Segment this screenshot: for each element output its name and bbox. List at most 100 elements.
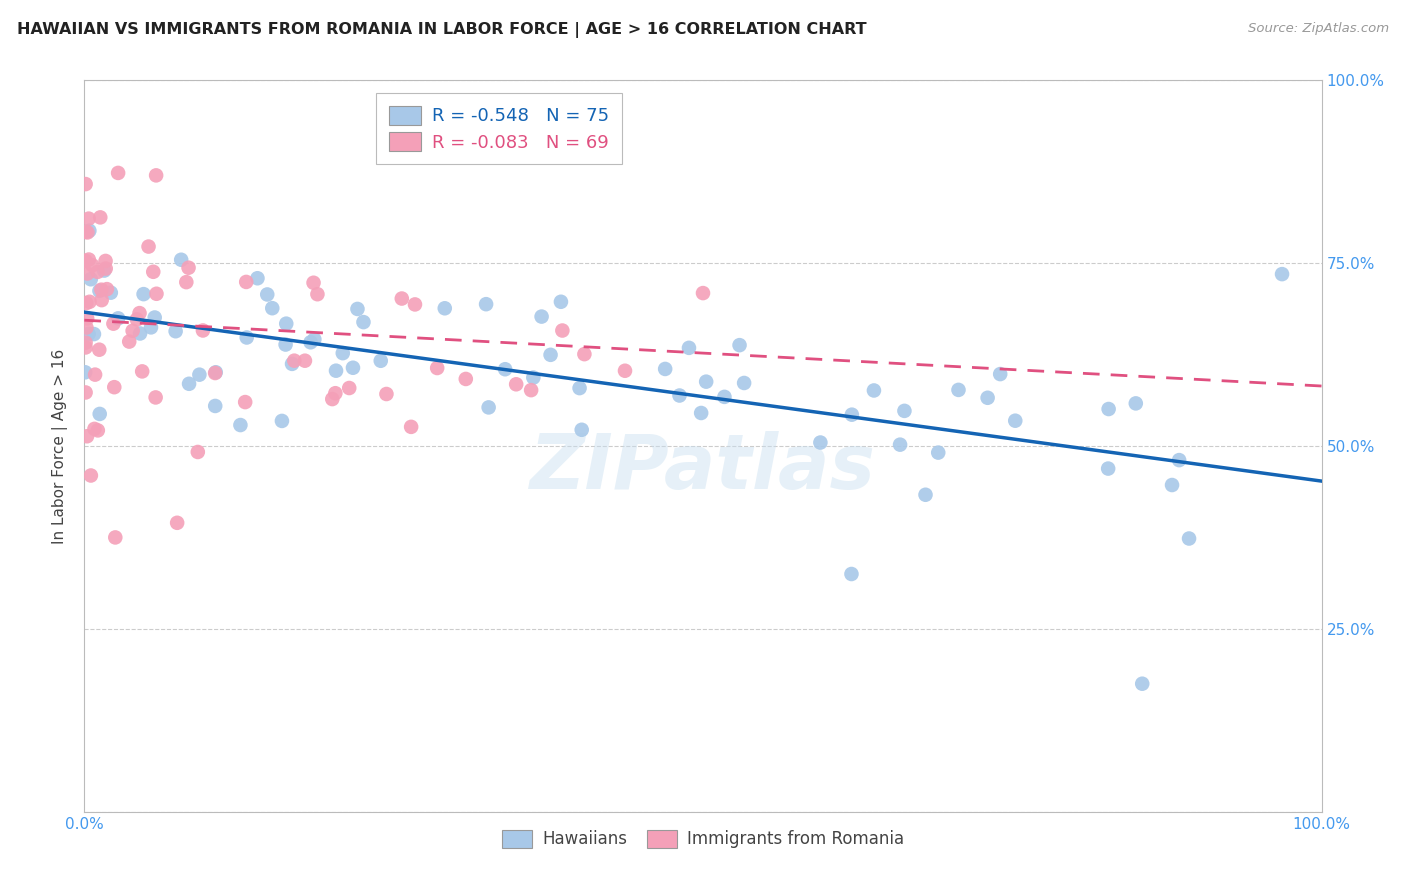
Point xyxy=(332,346,354,360)
Point xyxy=(494,362,516,376)
Point xyxy=(125,312,148,326)
Point xyxy=(454,372,477,386)
Point xyxy=(571,423,593,437)
Point xyxy=(75,365,97,379)
Point xyxy=(204,366,226,380)
Point xyxy=(84,368,107,382)
Point xyxy=(353,315,375,329)
Point xyxy=(325,364,347,378)
Point xyxy=(94,254,117,268)
Point xyxy=(103,317,125,331)
Point xyxy=(76,226,98,240)
Point xyxy=(283,353,305,368)
Point xyxy=(75,177,97,191)
Point xyxy=(145,286,167,301)
Point xyxy=(177,260,200,275)
Point xyxy=(808,435,831,450)
Point xyxy=(131,364,153,378)
Point xyxy=(1097,461,1119,475)
Point xyxy=(299,335,322,350)
Point xyxy=(75,341,97,355)
Point xyxy=(177,376,200,391)
Point xyxy=(1097,402,1119,417)
Point xyxy=(165,324,187,338)
Point xyxy=(404,297,426,311)
Point xyxy=(1271,267,1294,281)
Point xyxy=(276,317,298,331)
Point xyxy=(104,530,127,544)
Point xyxy=(520,383,543,397)
Point xyxy=(841,567,863,582)
Point xyxy=(271,414,294,428)
Point xyxy=(75,225,97,239)
Point xyxy=(80,272,103,286)
Point xyxy=(325,386,347,401)
Point xyxy=(121,324,143,338)
Point xyxy=(132,287,155,301)
Point xyxy=(540,348,562,362)
Point xyxy=(728,338,751,352)
Point xyxy=(1178,532,1201,546)
Point xyxy=(475,297,498,311)
Point xyxy=(145,391,167,405)
Point xyxy=(342,360,364,375)
Point xyxy=(668,388,690,402)
Point xyxy=(188,368,211,382)
Point xyxy=(505,377,527,392)
Point xyxy=(83,327,105,342)
Point xyxy=(139,320,162,334)
Point xyxy=(614,364,637,378)
Point xyxy=(79,224,101,238)
Point xyxy=(235,275,257,289)
Point xyxy=(80,468,103,483)
Point xyxy=(90,293,112,307)
Point xyxy=(176,275,198,289)
Point xyxy=(107,166,129,180)
Point xyxy=(274,337,297,351)
Point xyxy=(695,375,717,389)
Point xyxy=(138,239,160,253)
Text: ZIPatlas: ZIPatlas xyxy=(530,431,876,505)
Point xyxy=(187,445,209,459)
Point xyxy=(93,263,115,277)
Point xyxy=(893,404,915,418)
Point xyxy=(89,343,111,357)
Point xyxy=(75,335,97,350)
Point xyxy=(79,294,101,309)
Point xyxy=(346,301,368,316)
Point xyxy=(304,332,326,346)
Y-axis label: In Labor Force | Age > 16: In Labor Force | Age > 16 xyxy=(52,349,69,543)
Point xyxy=(166,516,188,530)
Point xyxy=(654,362,676,376)
Point xyxy=(89,284,111,298)
Point xyxy=(90,283,112,297)
Point xyxy=(391,292,413,306)
Text: HAWAIIAN VS IMMIGRANTS FROM ROMANIA IN LABOR FORCE | AGE > 16 CORRELATION CHART: HAWAIIAN VS IMMIGRANTS FROM ROMANIA IN L… xyxy=(17,22,866,38)
Point xyxy=(863,384,886,398)
Point xyxy=(128,306,150,320)
Point xyxy=(568,381,591,395)
Point xyxy=(246,271,269,285)
Point xyxy=(692,286,714,301)
Point xyxy=(914,488,936,502)
Point xyxy=(433,301,456,316)
Point xyxy=(574,347,596,361)
Point xyxy=(1130,676,1153,690)
Point xyxy=(713,390,735,404)
Point xyxy=(100,285,122,300)
Point xyxy=(530,310,553,324)
Text: Source: ZipAtlas.com: Source: ZipAtlas.com xyxy=(1249,22,1389,36)
Point xyxy=(889,437,911,451)
Point xyxy=(927,445,949,459)
Point xyxy=(204,365,226,379)
Point xyxy=(235,330,257,344)
Point xyxy=(262,301,284,315)
Legend: Hawaiians, Immigrants from Romania: Hawaiians, Immigrants from Romania xyxy=(492,820,914,858)
Point xyxy=(1004,414,1026,428)
Point xyxy=(302,276,325,290)
Point xyxy=(89,407,111,421)
Point xyxy=(118,334,141,349)
Point xyxy=(399,420,422,434)
Point xyxy=(321,392,343,406)
Point xyxy=(94,261,117,276)
